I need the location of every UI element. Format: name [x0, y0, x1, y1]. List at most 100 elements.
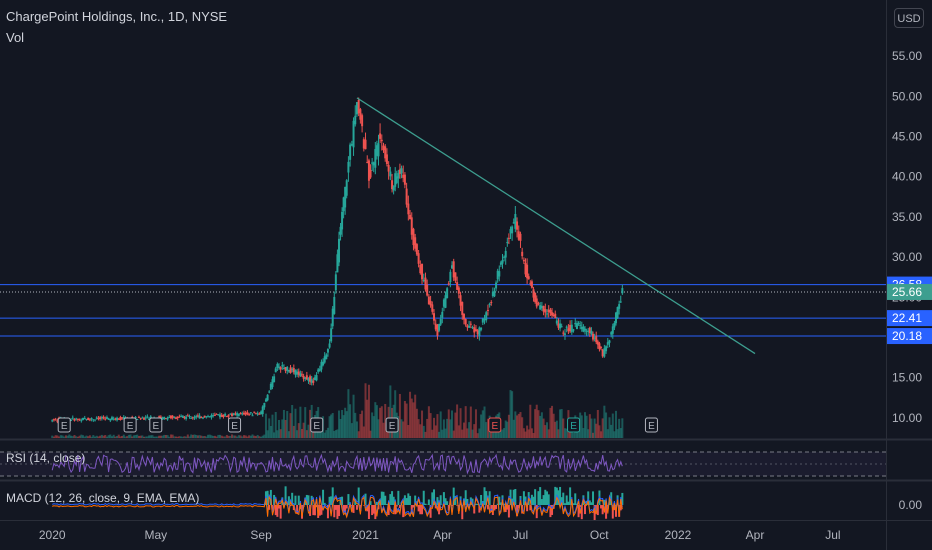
candle-body: [195, 415, 198, 418]
volume-bar: [579, 412, 582, 438]
volume-bar: [507, 414, 510, 438]
volume-bar: [587, 429, 590, 438]
earnings-marker-label: E: [61, 421, 68, 432]
candle-body: [582, 326, 585, 332]
macd-histogram-bar: [313, 505, 316, 516]
volume-bar: [583, 412, 586, 438]
candle-body: [507, 237, 510, 239]
macd-histogram-bar: [382, 491, 385, 505]
earnings-marker-icon: [644, 417, 658, 433]
candle-body: [175, 417, 178, 419]
candle-body: [286, 366, 289, 371]
candle-body: [337, 238, 340, 263]
macd-histogram-bar: [516, 505, 519, 516]
volume-bar: [598, 425, 601, 438]
candle-body: [299, 373, 302, 377]
volume-bar: [618, 418, 621, 438]
volume-bar: [366, 399, 369, 438]
candle-body: [412, 228, 415, 246]
volume-bar: [269, 426, 272, 438]
currency-button[interactable]: USD: [894, 8, 924, 28]
candle-body: [148, 418, 151, 420]
volume-bar: [372, 416, 375, 438]
candle-body: [208, 416, 211, 418]
macd-histogram-bar: [546, 491, 549, 505]
candle-body: [307, 378, 310, 382]
volume-bar: [132, 435, 135, 438]
volume-bar: [171, 434, 174, 438]
volume-bar: [427, 406, 430, 438]
candle-body: [200, 417, 203, 419]
candle-body: [282, 368, 285, 370]
macd-histogram-bar: [512, 489, 515, 505]
rsi-pane: [0, 451, 886, 477]
candle-body: [567, 328, 570, 332]
candle-body: [180, 415, 183, 417]
candle-body: [585, 330, 588, 332]
macd-signal-line: [52, 495, 623, 519]
candle-body: [478, 327, 481, 337]
candle-body: [474, 329, 477, 332]
volume-bar: [143, 436, 146, 438]
macd-histogram-bar: [412, 505, 415, 508]
price-tag-background: [887, 283, 932, 300]
candle-body: [570, 324, 573, 333]
macd-histogram-bar: [337, 505, 340, 517]
volume-bar: [196, 435, 199, 438]
candle-body: [436, 324, 439, 336]
price-tick-label: 15.00: [892, 371, 922, 385]
volume-bar: [347, 389, 350, 438]
candle-body: [397, 173, 400, 179]
volume-bar: [227, 435, 230, 438]
candle-body: [75, 418, 78, 420]
volume-bar: [452, 430, 455, 438]
macd-label[interactable]: MACD (12, 26, close, 9, EMA, EMA): [6, 491, 200, 505]
macd-histogram-bar: [291, 492, 294, 505]
macd-histogram-bar: [563, 503, 566, 505]
earnings-marker-label: E: [389, 421, 396, 432]
macd-histogram-bar: [333, 505, 336, 518]
volume-bar: [92, 435, 95, 438]
volume-bar: [407, 425, 410, 438]
volume-bar: [537, 410, 540, 438]
candle-body: [476, 330, 479, 335]
volume-bar: [296, 430, 299, 438]
volume-bar: [326, 427, 329, 438]
volume-bar: [610, 424, 613, 438]
candle-body: [616, 307, 619, 319]
candle-body: [82, 417, 85, 421]
macd-histogram-bar: [355, 505, 358, 510]
candle-body: [328, 343, 331, 348]
volume-bar: [433, 417, 436, 438]
macd-histogram-bar: [387, 505, 390, 516]
candle-body: [254, 413, 257, 415]
volume-bar: [183, 436, 186, 438]
rsi-label[interactable]: RSI (14, close): [6, 451, 86, 465]
candle-body: [610, 332, 613, 335]
volume-bar: [190, 434, 193, 438]
date-tick-label: Jul: [825, 528, 840, 542]
candle-body: [606, 342, 609, 345]
volume-bar: [215, 436, 218, 438]
candle-body: [104, 418, 107, 420]
candle-body: [608, 340, 611, 343]
candle-body: [313, 377, 316, 381]
volume-bar: [512, 419, 515, 438]
candle-body: [366, 161, 369, 163]
candlestick-series: [51, 97, 624, 424]
candle-body: [495, 282, 498, 289]
candle-body: [603, 348, 606, 357]
candle-body: [251, 415, 254, 417]
candle-body: [422, 279, 425, 281]
volume-bar: [297, 423, 300, 438]
volume-bar: [127, 434, 130, 438]
macd-histogram-bar: [562, 492, 565, 505]
macd-histogram-bar: [429, 505, 432, 518]
macd-histogram-bar: [540, 499, 543, 505]
volume-bar: [246, 436, 249, 438]
price-tag-label: 20.18: [892, 329, 922, 343]
volume-bar: [384, 403, 387, 438]
candle-body: [159, 416, 162, 419]
candle-body: [359, 109, 362, 120]
